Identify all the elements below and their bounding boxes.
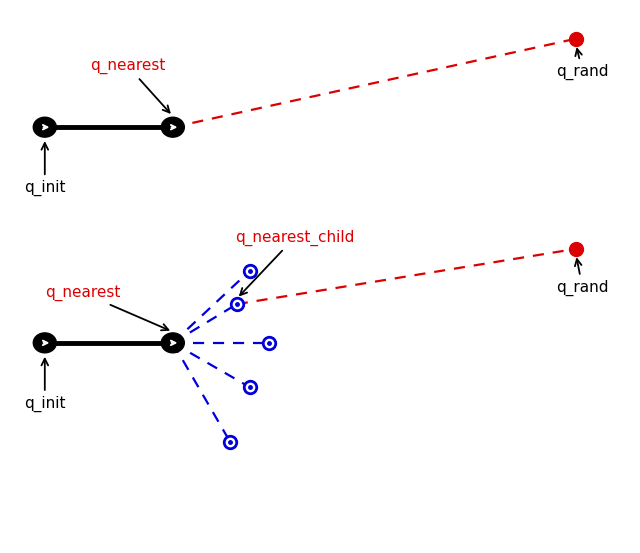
Text: q_init: q_init (24, 143, 65, 196)
Circle shape (161, 117, 184, 137)
Text: q_rand: q_rand (556, 49, 609, 80)
Circle shape (33, 117, 56, 137)
Text: q_nearest: q_nearest (90, 59, 170, 113)
Text: q_init: q_init (24, 359, 65, 412)
Text: q_nearest: q_nearest (45, 285, 168, 330)
Text: q_rand: q_rand (556, 259, 609, 296)
Text: q_nearest_child: q_nearest_child (235, 229, 354, 295)
Circle shape (33, 333, 56, 353)
Circle shape (161, 333, 184, 353)
